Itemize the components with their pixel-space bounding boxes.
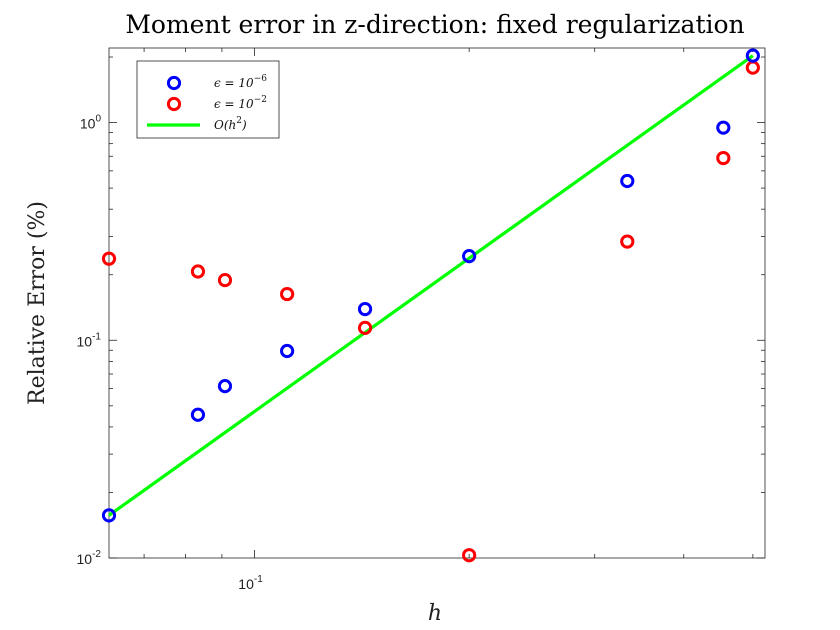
data-point <box>462 548 477 563</box>
legend: ϵ = 10−6 ϵ = 10−2 O(h2) <box>136 60 280 139</box>
data-point <box>357 320 373 335</box>
y-axis-label: Relative Error (%) <box>25 201 50 405</box>
legend-marker <box>166 96 182 112</box>
data-point <box>101 251 117 266</box>
data-point <box>217 378 233 394</box>
y-tick-label: 100 <box>80 114 102 132</box>
legend-label: ϵ = 10−2 <box>214 95 267 111</box>
chart-title: Moment error in z-direction: fixed regul… <box>125 10 744 39</box>
data-point <box>745 48 760 63</box>
data-point <box>190 264 206 279</box>
data-point <box>620 234 635 249</box>
tick-labels: 10-2 10-1 100 10-1 <box>77 114 264 592</box>
data-point <box>101 508 117 523</box>
legend-label: ϵ = 10−6 <box>214 74 267 90</box>
data-point <box>716 150 731 166</box>
data-point <box>217 272 233 288</box>
data-point <box>462 249 477 264</box>
x-axis-label: h <box>428 601 442 626</box>
data-point <box>280 343 295 359</box>
legend-marker <box>166 75 182 91</box>
data-point <box>716 120 731 135</box>
legend-label: O(h2) <box>214 116 247 132</box>
data-point <box>620 173 635 189</box>
data-point <box>357 301 373 317</box>
y-tick-label: 10-2 <box>77 549 102 567</box>
series-line <box>108 54 754 517</box>
x-tick-label: 10-1 <box>238 574 263 592</box>
data-point <box>190 407 206 422</box>
series-layer <box>101 48 760 563</box>
y-tick-label: 10-1 <box>77 331 102 349</box>
data-point <box>280 286 295 302</box>
